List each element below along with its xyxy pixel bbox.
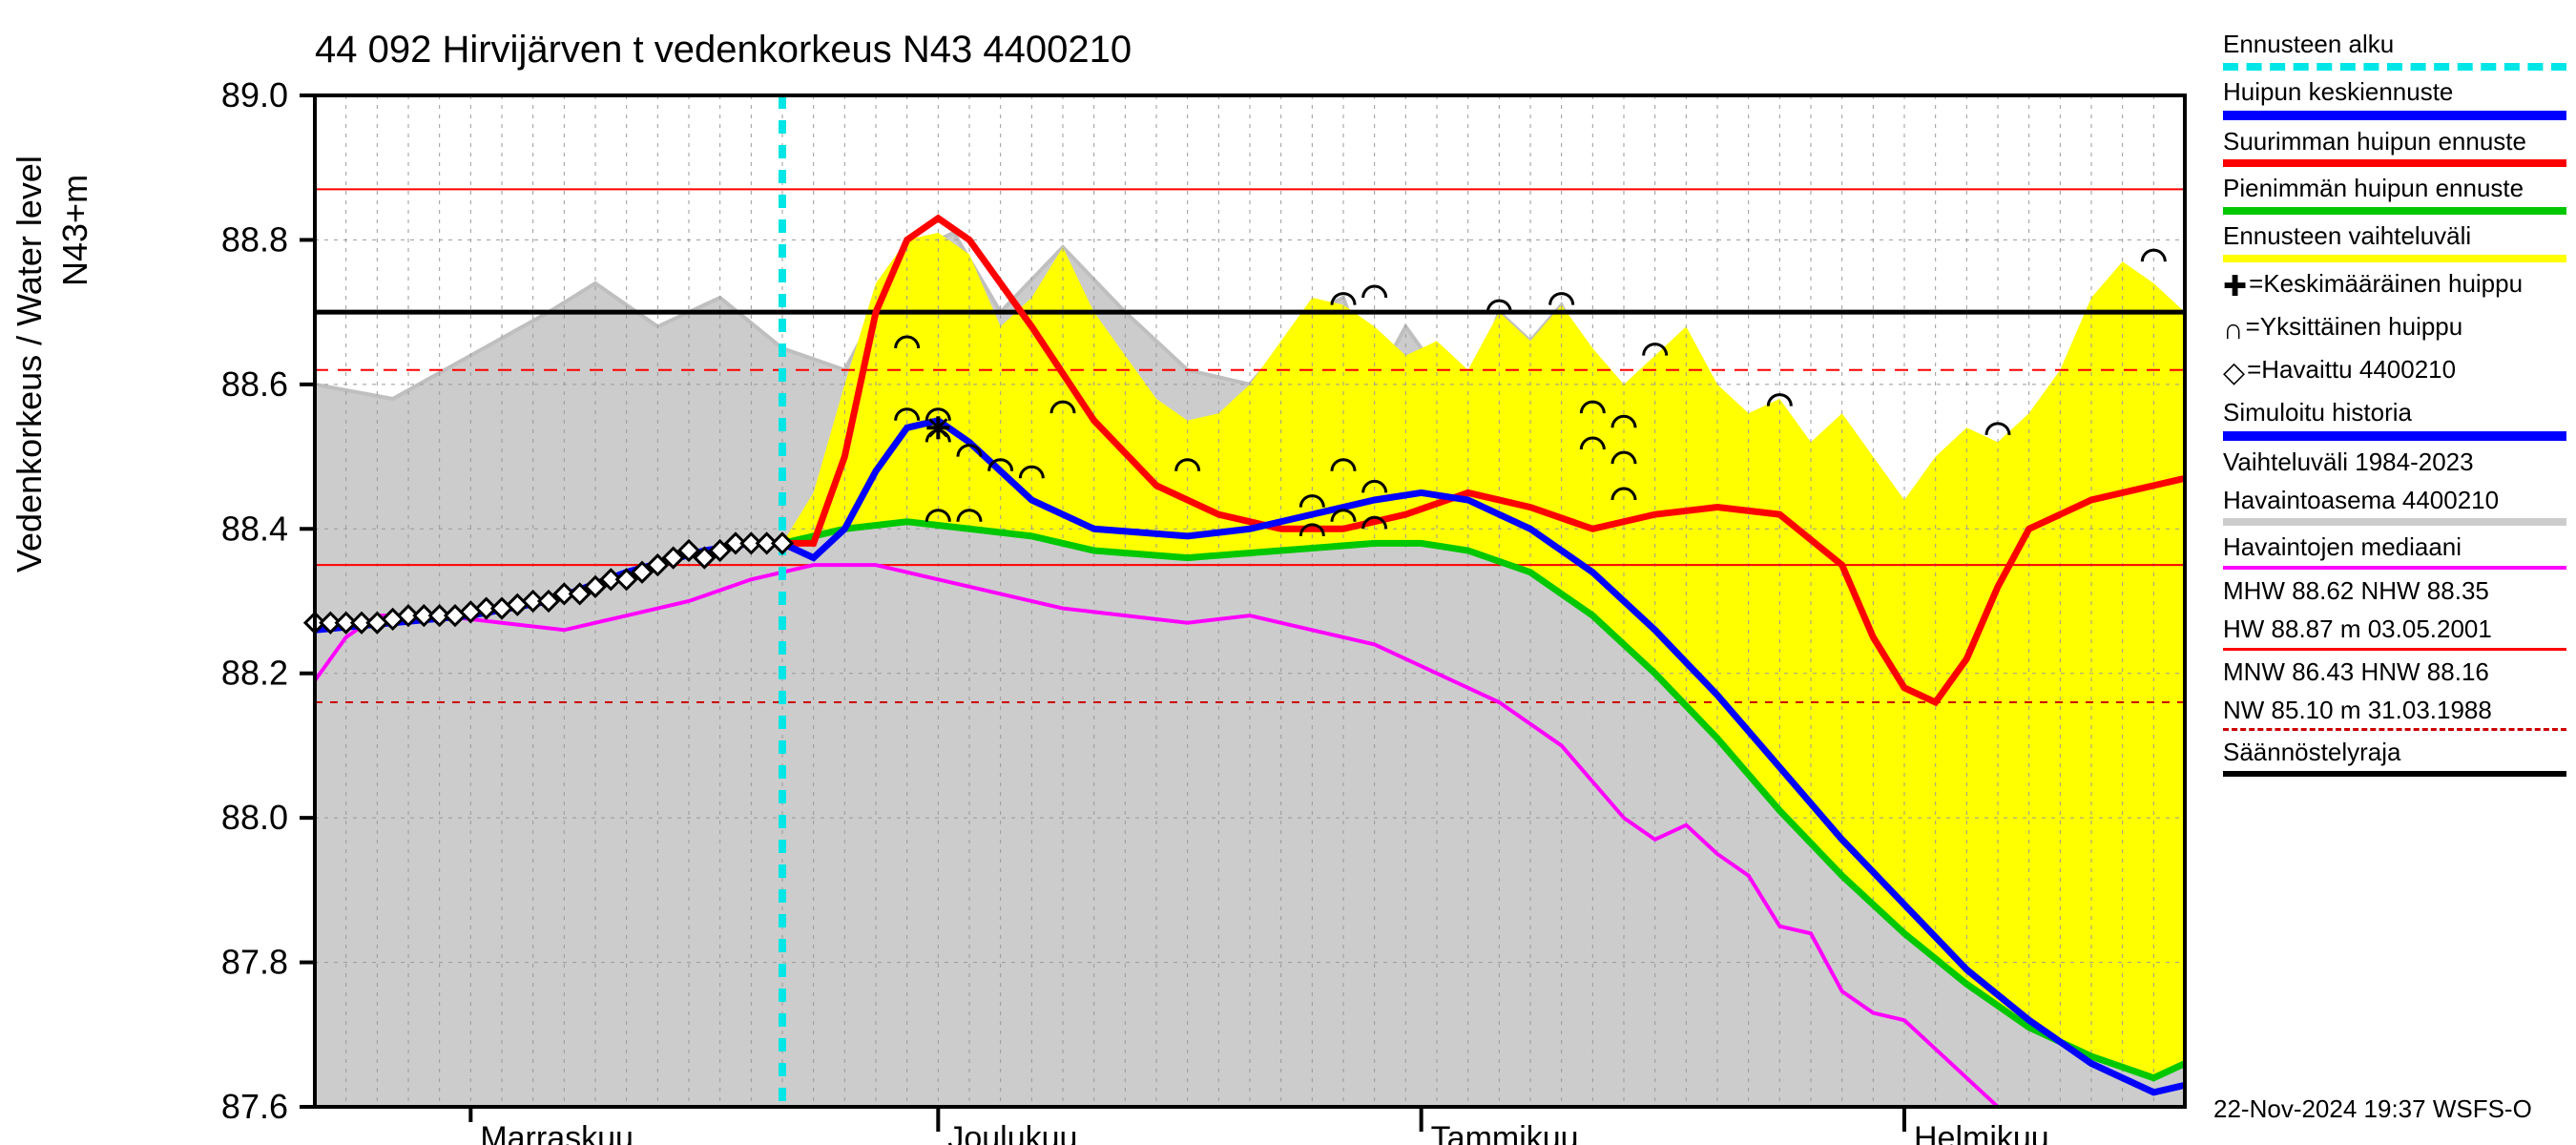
svg-text:89.0: 89.0 xyxy=(221,75,288,114)
legend-item-range_band: Ennusteen vaihteluväli xyxy=(2223,220,2566,262)
legend-label: Pienimmän huipun ennuste xyxy=(2223,173,2566,205)
svg-text:88.6: 88.6 xyxy=(221,364,288,404)
legend-item-nw_line: NW 85.10 m 31.03.1988 xyxy=(2223,695,2566,732)
legend-label: Huipun keskiennuste xyxy=(2223,76,2566,109)
svg-text:88.0: 88.0 xyxy=(221,798,288,837)
plot-svg: 87.6 87.8 88.0 88.2 88.4 88.6 88.8 89.0 Marrasku… xyxy=(0,0,2213,1145)
svg-text:87.8: 87.8 xyxy=(221,943,288,982)
plus-icon: ✚ xyxy=(2223,268,2247,305)
svg-text:Marraskuu: Marraskuu xyxy=(480,1120,634,1145)
legend-label: Havaintojen mediaani xyxy=(2223,531,2566,564)
y-axis-label: Vedenkorkeus / Water level xyxy=(10,156,50,572)
legend-item-peak_max: Suurimman huipun ennuste xyxy=(2223,126,2566,168)
legend-label: Säännöstelyraja xyxy=(2223,737,2566,769)
legend-area: Ennusteen alku Huipun keskiennuste Suurimm… xyxy=(2213,0,2576,1145)
svg-text:88.8: 88.8 xyxy=(221,219,288,259)
legend-item-mnw_line: MNW 86.43 HNW 88.16 xyxy=(2223,656,2566,689)
legend-item-peak_mean: Huipun keskiennuste xyxy=(2223,76,2566,120)
legend-item-mean_peak: ✚=Keskimääräinen huippu xyxy=(2223,268,2566,305)
svg-text:Joulukuu: Joulukuu xyxy=(947,1120,1077,1145)
legend-label: MNW 86.43 HNW 88.16 xyxy=(2223,656,2566,689)
timestamp: 22-Nov-2024 19:37 WSFS-O xyxy=(2213,1093,2532,1126)
legend-label: Ennusteen vaihteluväli xyxy=(2223,220,2566,253)
legend-label: Ennusteen alku xyxy=(2223,29,2566,61)
legend-label: Simuloitu historia xyxy=(2223,397,2566,429)
arc-icon: ∩ xyxy=(2223,311,2244,348)
legend-item-mhw_line: MHW 88.62 NHW 88.35 xyxy=(2223,575,2566,608)
chart-area: 44 092 Hirvijärven t vedenkorkeus N43 44… xyxy=(0,0,2213,1145)
legend-item-peak_min: Pienimmän huipun ennuste xyxy=(2223,173,2566,215)
svg-text:88.4: 88.4 xyxy=(221,509,288,548)
legend-label: NW 85.10 m 31.03.1988 xyxy=(2223,695,2566,727)
legend-label: =Keskimääräinen huippu xyxy=(2249,268,2523,305)
legend-label: =Havaittu 4400210 xyxy=(2247,354,2456,391)
legend-item-forecast_start: Ennusteen alku xyxy=(2223,29,2566,71)
svg-text:88.2: 88.2 xyxy=(221,654,288,693)
legend-label: HW 88.87 m 03.05.2001 xyxy=(2223,614,2566,646)
legend-item-sim_hist: Simuloitu historia xyxy=(2223,397,2566,441)
chart-title: 44 092 Hirvijärven t vedenkorkeus N43 44… xyxy=(315,29,1132,72)
legend-item-hw_line: HW 88.87 m 03.05.2001 xyxy=(2223,614,2566,651)
legend-item-observed: ◇=Havaittu 4400210 xyxy=(2223,354,2566,391)
legend-item-hist_station: Havaintoasema 4400210 xyxy=(2223,485,2566,527)
legend-label: MHW 88.62 NHW 88.35 xyxy=(2223,575,2566,608)
diamond-icon: ◇ xyxy=(2223,354,2245,391)
legend-label: Suurimman huipun ennuste xyxy=(2223,126,2566,158)
legend-item-median: Havaintojen mediaani xyxy=(2223,531,2566,570)
legend-item-ind_peak: ∩=Yksittäinen huippu xyxy=(2223,311,2566,348)
legend-item-regulation: Säännöstelyraja xyxy=(2223,737,2566,777)
legend-label: =Yksittäinen huippu xyxy=(2246,311,2463,348)
legend-item-hist_range: Vaihteluväli 1984-2023 xyxy=(2223,447,2566,479)
legend-label: Vaihteluväli 1984-2023 xyxy=(2223,447,2566,479)
svg-text:Tammikuu: Tammikuu xyxy=(1431,1120,1579,1145)
legend-label: Havaintoasema 4400210 xyxy=(2223,485,2566,517)
svg-text:Helmikuu: Helmikuu xyxy=(1914,1120,2049,1145)
y-axis-unit: N43+m xyxy=(55,175,95,286)
svg-text:87.6: 87.6 xyxy=(221,1087,288,1126)
